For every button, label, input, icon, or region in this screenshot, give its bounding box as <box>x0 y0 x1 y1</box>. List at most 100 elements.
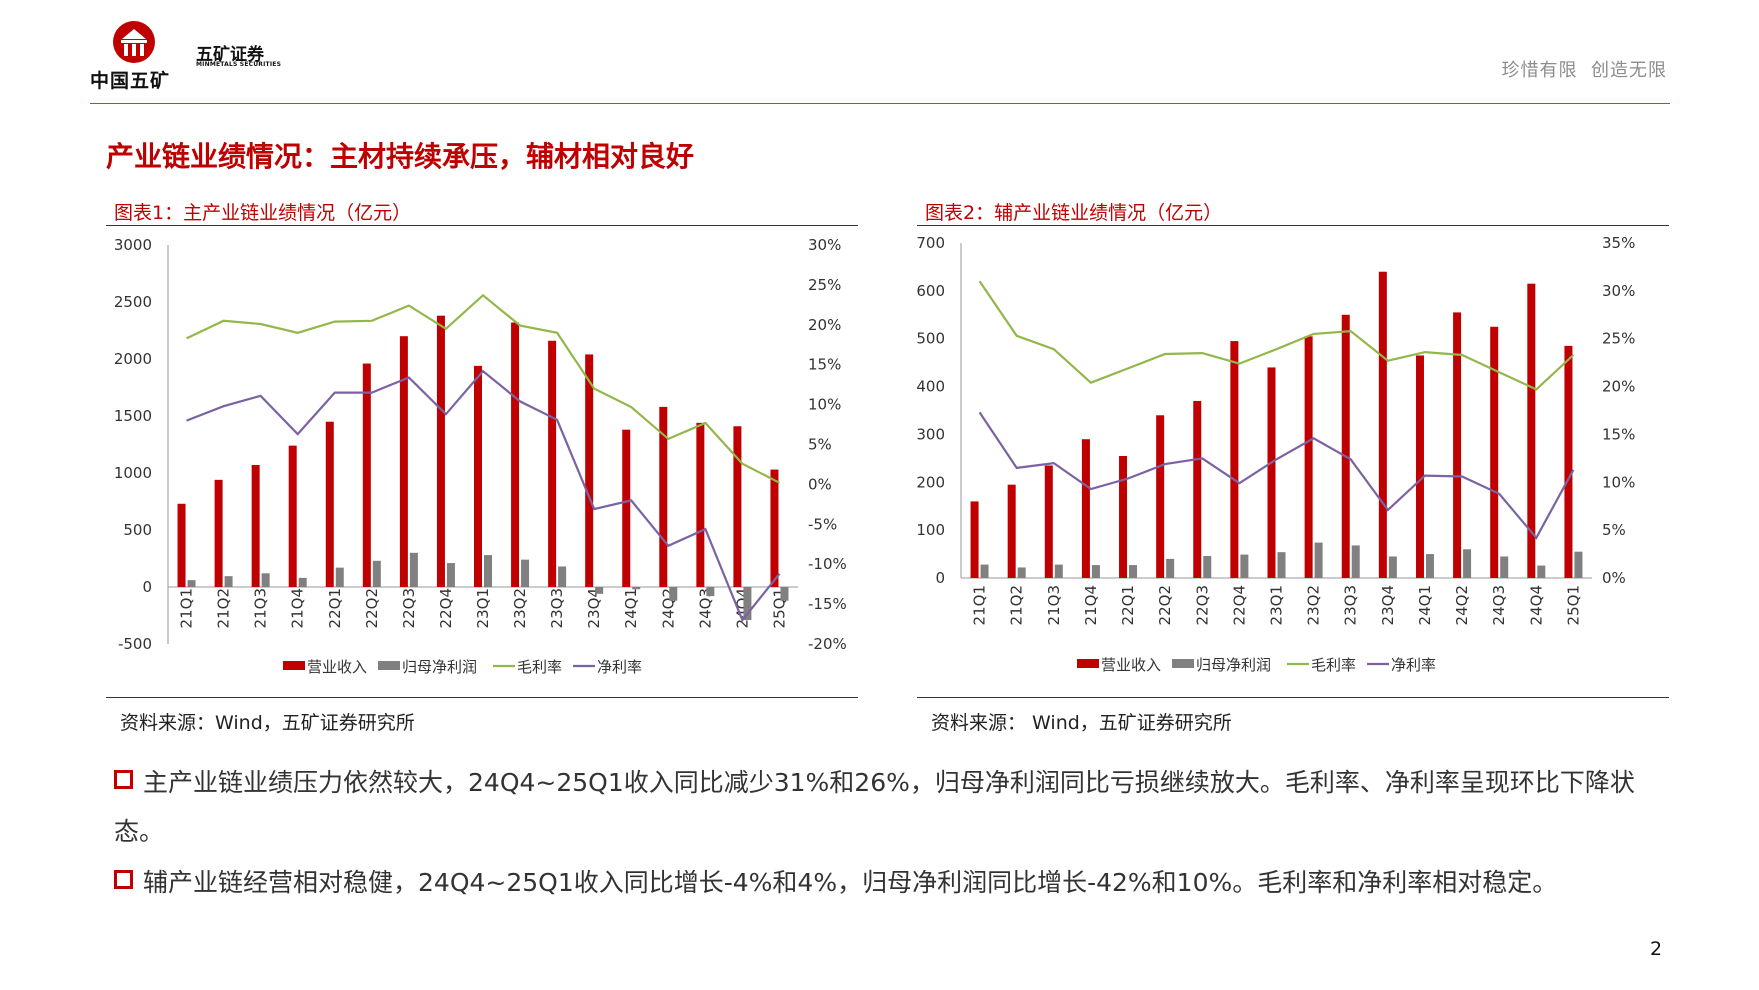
bar-revenue <box>362 363 371 587</box>
y2-tick-label: -5% <box>808 515 837 533</box>
bar-revenue <box>1564 345 1573 578</box>
bar-revenue <box>1081 439 1090 578</box>
legend-label: 归母净利润 <box>402 658 477 676</box>
bar-revenue <box>696 422 705 587</box>
bar-net-profit <box>706 587 715 597</box>
chart-aux-industry: 700 600 500 400 300 200 100 0 35% 30% 25% 20% 15% 10%… <box>916 234 1635 674</box>
minmetals-logo <box>113 21 155 63</box>
bar-net-profit <box>224 576 233 587</box>
y-tick-label: 200 <box>916 473 945 491</box>
legend-label: 毛利率 <box>517 658 562 676</box>
bar-revenue <box>436 315 445 587</box>
bar-revenue <box>511 322 520 587</box>
bar-net-profit <box>446 563 455 587</box>
figure1-bottom-rule <box>106 697 858 698</box>
y2-tick-label: 0% <box>808 475 832 493</box>
x-tick-label: 22Q4 <box>1230 585 1248 625</box>
bar-revenue <box>325 421 334 587</box>
bullet-square-icon <box>114 770 133 789</box>
bar-revenue <box>214 479 223 587</box>
bar-revenue <box>1007 484 1016 578</box>
legend-swatch <box>1077 659 1099 668</box>
chart-main-industry: 3000 2500 2000 1500 1000 500 0 -500 30% 25% 20% 15%… <box>114 236 847 676</box>
bar-net-profit <box>1314 542 1323 578</box>
bar-net-profit <box>187 580 196 587</box>
page-number: 2 <box>1650 938 1663 960</box>
bar-net-profit <box>595 587 604 594</box>
legend-label: 营业收入 <box>1101 656 1161 674</box>
y-tick-label: 400 <box>916 378 945 396</box>
legend-swatch <box>1172 659 1194 668</box>
page-title: 产业链业绩情况：主材持续承压，辅材相对良好 <box>106 140 695 173</box>
bar-revenue <box>251 465 260 587</box>
y-tick-label: 600 <box>916 282 945 300</box>
bar-net-profit <box>1388 556 1397 578</box>
legend-swatch <box>378 661 400 670</box>
legend-label: 营业收入 <box>307 658 367 676</box>
y-tick-label: 2500 <box>114 293 152 311</box>
y-tick-label: 1000 <box>114 464 152 482</box>
x-tick-label: 21Q3 <box>1045 585 1063 625</box>
y-tick-label: 0 <box>935 569 945 587</box>
bullet-text: 主产业链业绩压力依然较大，24Q4~25Q1收入同比减少31%和26%，归母净利… <box>114 768 1635 846</box>
bar-net-profit <box>1017 567 1026 578</box>
x-tick-label: 23Q4 <box>1379 585 1397 625</box>
y2-tick-label: 35% <box>1602 234 1635 252</box>
bar-net-profit <box>743 587 752 621</box>
line-net-margin <box>978 411 1575 540</box>
x-tick-label: 22Q4 <box>437 588 455 628</box>
y2-tick-label: -15% <box>808 595 847 613</box>
figure1-top-rule <box>106 225 858 226</box>
bar-revenue <box>770 469 779 587</box>
y2-tick-label: 30% <box>1602 282 1635 300</box>
bullet-text: 辅产业链经营相对稳健，24Q4~25Q1收入同比增长-4%和4%，归母净利润同比… <box>143 868 1558 897</box>
figure1-title: 图表1：主产业链业绩情况（亿元） <box>114 202 412 224</box>
x-tick-label: 22Q2 <box>363 588 381 628</box>
x-tick-label: 21Q1 <box>971 585 989 625</box>
bullet-square-icon <box>114 870 133 889</box>
bar-net-profit <box>1351 545 1360 578</box>
bar-net-profit <box>298 577 307 587</box>
x-tick-label: 22Q2 <box>1156 585 1174 625</box>
line-net-margin <box>186 369 781 623</box>
bar-revenue <box>1267 367 1276 578</box>
bar-revenue <box>1156 415 1165 578</box>
y2-tick-label: -10% <box>808 555 847 573</box>
x-tick-label: 23Q2 <box>511 588 529 628</box>
logo-wordmark: 中国五矿 <box>90 70 171 92</box>
x-tick-label: 24Q4 <box>1527 585 1545 625</box>
legend-label: 毛利率 <box>1311 656 1356 674</box>
legend-label: 净利率 <box>597 658 642 676</box>
y-tick-label: 3000 <box>114 236 152 254</box>
bar-revenue <box>1341 314 1350 578</box>
bar-revenue <box>1527 283 1536 578</box>
figure2-source: 资料来源： Wind，五矿证券研究所 <box>931 712 1232 734</box>
figure1-source: 资料来源：Wind，五矿证券研究所 <box>120 712 415 734</box>
y2-tick-label: 10% <box>1602 473 1635 491</box>
bar-net-profit <box>1054 564 1063 578</box>
y-tick-label: -500 <box>118 635 152 653</box>
bar-revenue <box>1490 326 1499 578</box>
bar-net-profit <box>261 573 270 587</box>
bar-revenue <box>585 354 594 587</box>
bar-revenue <box>1378 271 1387 578</box>
x-tick-label: 23Q4 <box>585 588 603 628</box>
bar-net-profit <box>372 560 381 587</box>
x-tick-label: 23Q3 <box>1342 585 1360 625</box>
header-divider <box>90 103 1670 104</box>
legend-swatch <box>283 661 305 670</box>
bar-net-profit <box>1574 551 1583 578</box>
x-tick-label: 21Q2 <box>215 588 233 628</box>
line-gross-margin <box>186 293 781 484</box>
y2-tick-label: 25% <box>1602 330 1635 348</box>
bar-net-profit <box>1277 552 1286 578</box>
bullet-main-industry: 主产业链业绩压力依然较大，24Q4~25Q1收入同比减少31%和26%，归母净利… <box>114 758 1674 856</box>
y2-tick-label: 0% <box>1602 569 1626 587</box>
x-tick-label: 21Q4 <box>289 588 307 628</box>
y2-tick-label: 5% <box>808 436 832 454</box>
y-tick-label: 0 <box>142 578 152 596</box>
bar-net-profit <box>484 555 492 587</box>
bar-revenue <box>399 336 408 587</box>
x-tick-label: 21Q4 <box>1082 585 1100 625</box>
figure2-title: 图表2：辅产业链业绩情况（亿元） <box>925 202 1223 224</box>
